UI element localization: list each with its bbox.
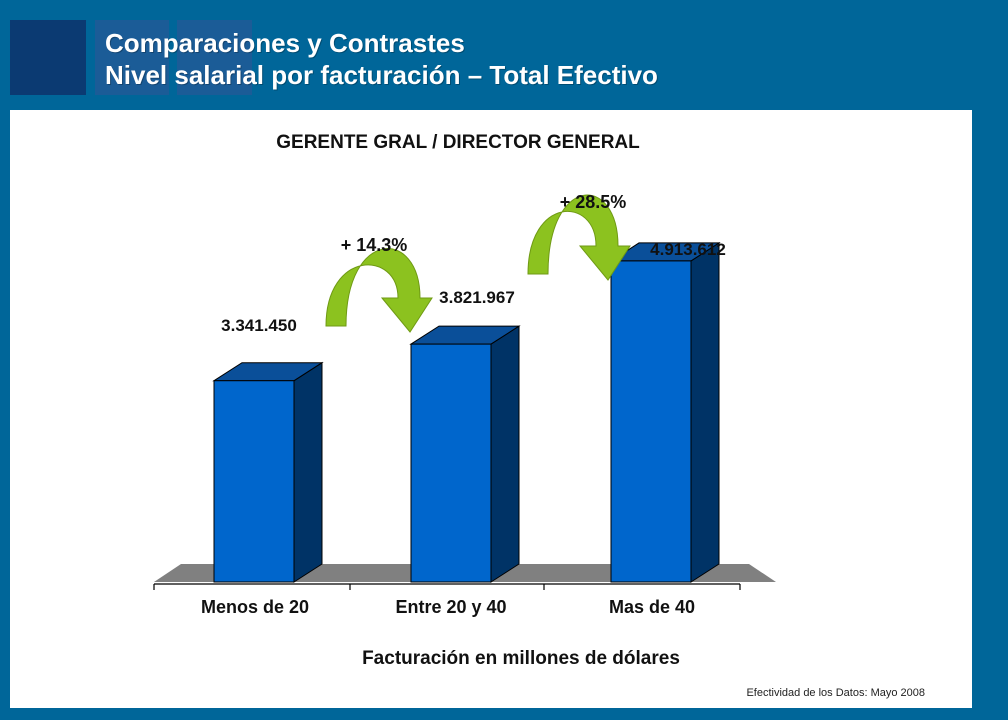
value-label-0: 3.341.450	[221, 316, 297, 335]
bar-chart: GERENTE GRAL / DIRECTOR GENERAL 3.341.450…	[153, 132, 776, 669]
decor-square-3	[177, 20, 252, 95]
bar-1	[410, 343, 492, 583]
data-effectiveness-note: Efectividad de los Datos: Mayo 2008	[746, 687, 925, 699]
decor-square-2	[95, 20, 169, 95]
page-title: Comparaciones y Contrastes Nivel salaria…	[105, 27, 658, 91]
category-label-2: Mas de 40	[609, 597, 695, 617]
bar-side-0	[293, 361, 323, 583]
value-label-2: 4.913.612	[650, 240, 726, 259]
title-line-1: Comparaciones y Contrastes	[105, 28, 465, 58]
growth-arrow-1	[325, 248, 433, 333]
growth-arrow-2	[527, 194, 631, 281]
chart-panel: GERENTE GRAL / DIRECTOR GENERAL 3.341.450…	[10, 110, 972, 708]
category-label-0: Menos de 20	[201, 597, 309, 617]
category-label-1: Entre 20 y 40	[395, 597, 506, 617]
x-axis-title: Facturación en millones de dólares	[362, 648, 680, 669]
value-label-1: 3.821.967	[439, 288, 515, 307]
bar-side-1	[490, 325, 520, 583]
title-line-2: Nivel salarial por facturación – Total E…	[105, 60, 658, 90]
change-label-0: + 14.3%	[341, 235, 408, 255]
bar-0	[213, 380, 295, 583]
chart-title: GERENTE GRAL / DIRECTOR GENERAL	[276, 132, 640, 153]
decor-square-1	[10, 20, 86, 95]
bar-2	[610, 260, 692, 583]
change-label-1: + 28.5%	[560, 192, 627, 212]
bar-side-2	[690, 242, 720, 583]
